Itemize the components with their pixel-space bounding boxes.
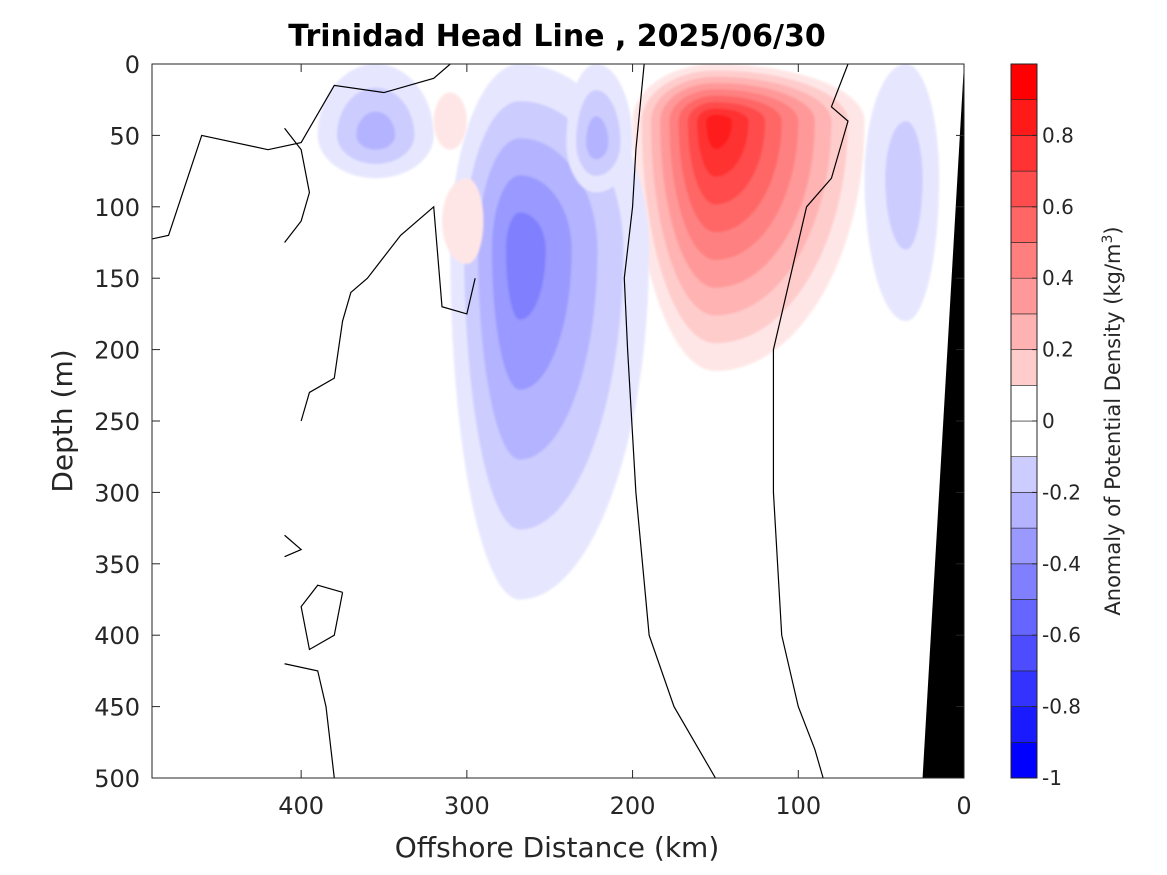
y-axis: 0 50 100 150 200 250 300 350 400 450 500 xyxy=(94,51,964,793)
anomaly-level xyxy=(433,92,467,150)
x-tick-label: 300 xyxy=(444,792,490,820)
colorbar-bin xyxy=(1010,706,1038,743)
colorbar-bin xyxy=(1010,242,1038,279)
colorbar-tick-label: -1 xyxy=(1042,766,1062,790)
y-tick-label: 100 xyxy=(94,194,140,222)
zero-contour-line xyxy=(284,663,335,778)
y-tick-label: 150 xyxy=(94,265,140,293)
colorbar-tick-label: 0.4 xyxy=(1042,266,1074,290)
colorbar-bin xyxy=(1010,456,1038,493)
x-axis-label: Offshore Distance (km) xyxy=(395,831,720,864)
x-tick-label: 100 xyxy=(775,792,821,820)
colorbar-bin xyxy=(1010,420,1038,458)
anomaly-feature xyxy=(317,64,434,179)
y-tick-label: 300 xyxy=(94,479,140,507)
zero-contour-line xyxy=(284,534,303,558)
anomaly-level xyxy=(706,114,732,149)
colorbar-bin xyxy=(1010,99,1038,136)
y-tick-label: 400 xyxy=(94,622,140,650)
colorbar-label-suffix: ) xyxy=(1101,226,1125,234)
colorbar-tick-label: 0.6 xyxy=(1042,195,1074,219)
colorbar-bin xyxy=(1010,135,1038,172)
x-tick-label: 200 xyxy=(610,792,656,820)
anomaly-level xyxy=(505,212,546,320)
anomaly-level xyxy=(586,116,609,160)
colorbar-bin xyxy=(1010,741,1038,779)
zero-contour-line xyxy=(152,64,451,240)
colorbar-tick-label: -0.2 xyxy=(1042,480,1081,504)
colorbar-bin xyxy=(1010,527,1038,565)
y-tick-label: 200 xyxy=(94,337,140,365)
y-axis-label: Depth (m) xyxy=(46,349,79,492)
colorbar-tick-label: -0.8 xyxy=(1042,695,1081,719)
anomaly-level xyxy=(885,121,923,250)
anomaly-feature xyxy=(632,64,865,372)
colorbar-tick-label: 0.2 xyxy=(1042,338,1074,362)
x-tick-label: 0 xyxy=(956,792,971,820)
anomaly-feature xyxy=(566,64,633,193)
colorbar-bin xyxy=(1010,384,1038,422)
colorbar-label: Anomaly of Potential Density (kg/m3) xyxy=(1100,226,1125,615)
y-tick-label: 250 xyxy=(94,408,140,436)
colorbar-tick-label: 0 xyxy=(1042,409,1055,433)
x-tick-label: 400 xyxy=(278,792,324,820)
colorbar: -1 -0.8 -0.6 -0.4 -0.2 0 0.2 0.4 0.6 0.8 xyxy=(1010,63,1081,790)
zero-contour-line xyxy=(300,584,344,651)
chart-title: Trinidad Head Line , 2025/06/30 xyxy=(288,19,825,54)
y-tick-label: 450 xyxy=(94,694,140,722)
colorbar-bin xyxy=(1010,277,1038,315)
anomaly-feature xyxy=(864,64,940,322)
bathymetry-layer xyxy=(922,64,964,778)
colorbar-label-superscript: 3 xyxy=(1100,235,1116,244)
y-tick-label: 500 xyxy=(94,765,140,793)
y-tick-label: 50 xyxy=(109,122,140,150)
colorbar-bin xyxy=(1010,670,1038,707)
colorbar-bin xyxy=(1010,63,1038,101)
colorbar-bin xyxy=(1010,170,1038,208)
y-tick-label: 350 xyxy=(94,551,140,579)
anomaly-feature xyxy=(433,92,467,150)
zero-contour-line xyxy=(772,64,849,778)
colorbar-bin xyxy=(1010,349,1038,386)
colorbar-tick-label: -0.4 xyxy=(1042,552,1081,576)
colorbar-bin xyxy=(1010,206,1038,243)
colorbar-tick-label: 0.8 xyxy=(1042,123,1074,147)
zero-contour-line xyxy=(623,64,716,778)
anomaly-level xyxy=(442,178,484,264)
anomaly-level xyxy=(356,111,396,150)
colorbar-bin xyxy=(1010,563,1038,600)
colorbar-label-text: Anomaly of Potential Density (kg/m xyxy=(1101,244,1125,616)
seafloor-wedge xyxy=(922,64,964,778)
colorbar-bin xyxy=(1010,599,1038,636)
zero-contour-layer xyxy=(152,64,849,778)
zero-contour-line xyxy=(284,127,311,243)
anomaly-layer xyxy=(317,64,940,600)
colorbar-bin xyxy=(1010,492,1038,529)
zero-contour-line xyxy=(300,205,476,422)
colorbar-tick-label: -0.6 xyxy=(1042,623,1081,647)
anomaly-feature xyxy=(450,64,650,600)
colorbar-bin xyxy=(1010,634,1038,672)
anomaly-feature xyxy=(442,178,484,264)
colorbar-bin xyxy=(1010,313,1038,350)
x-axis: 400 300 200 100 0 xyxy=(278,64,972,820)
y-tick-label: 0 xyxy=(125,51,140,79)
